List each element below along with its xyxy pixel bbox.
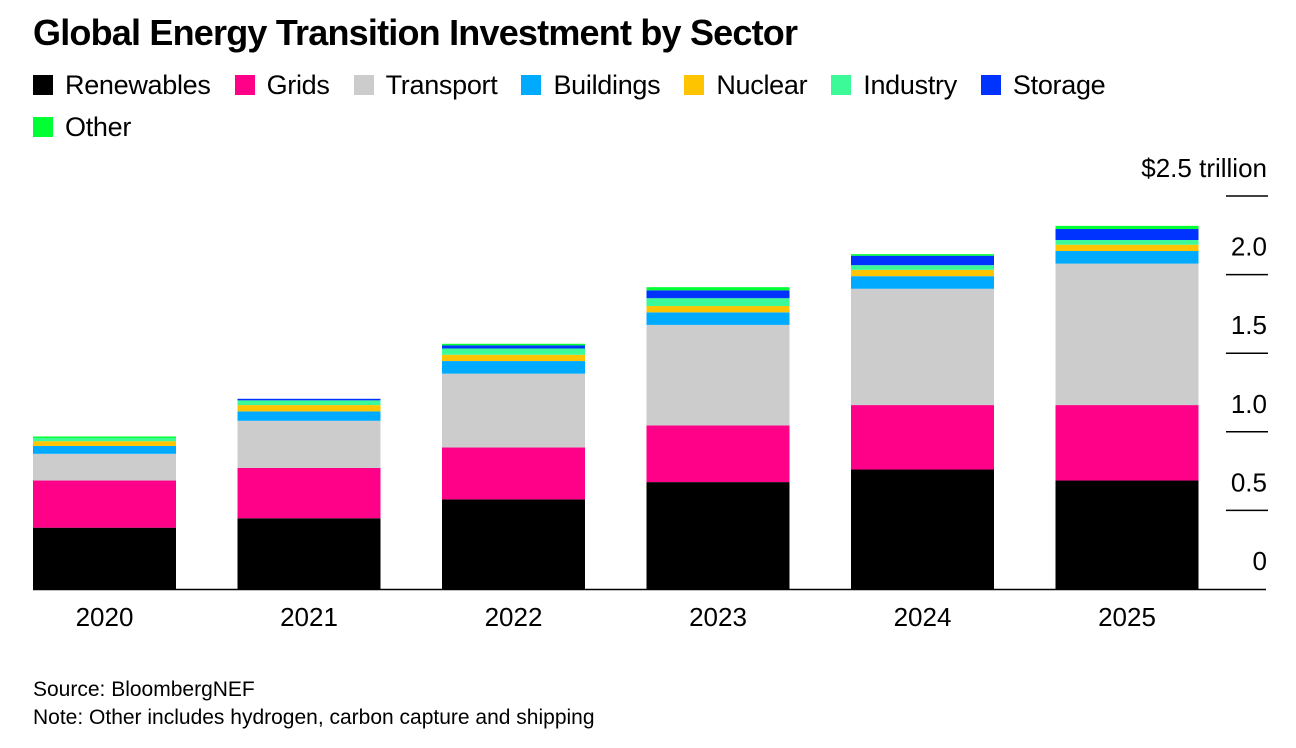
source-note: Source: BloombergNEF	[33, 678, 255, 701]
bar-segment-other-2022	[442, 343, 585, 346]
bar-segment-storage-2022	[442, 345, 585, 349]
bar-segment-storage-2023	[646, 290, 790, 299]
bar-segment-renewables-2021	[237, 518, 381, 589]
bar-segment-industry-2023	[646, 298, 790, 307]
bar-segment-renewables-2024	[851, 469, 994, 589]
bar-segment-nuclear-2024	[851, 269, 994, 277]
y-tick-label: 2.0	[1231, 232, 1267, 262]
bar-segment-other-2020	[33, 436, 176, 439]
bar-segment-storage-2025	[1055, 229, 1199, 241]
y-tick-label: 1.5	[1231, 310, 1267, 340]
y-tick-label: 0	[1253, 546, 1267, 576]
bar-segment-buildings-2025	[1055, 251, 1199, 264]
bar-segment-grids-2020	[33, 480, 176, 528]
bar-segment-industry-2024	[851, 265, 994, 270]
bar-segment-nuclear-2020	[33, 441, 176, 446]
bar-segment-industry-2020	[33, 438, 176, 442]
bar-segment-nuclear-2023	[646, 306, 790, 313]
footnote: Note: Other includes hydrogen, carbon ca…	[33, 706, 595, 729]
bar-stack-2025	[1055, 225, 1199, 589]
legend-item-buildings: Buildings	[521, 69, 661, 100]
bar-segment-storage-2024	[851, 255, 994, 266]
legend-swatch	[33, 75, 53, 95]
legend-swatch	[353, 75, 374, 95]
legend-item-other: Other	[33, 112, 131, 142]
x-tick-label: 2020	[76, 602, 134, 632]
bar-segment-storage-2021	[237, 398, 381, 401]
bar-segment-grids-2021	[237, 467, 381, 519]
legend-label: Transport	[385, 69, 498, 100]
bar-segment-buildings-2022	[442, 361, 585, 374]
legend-item-storage: Storage	[980, 69, 1106, 100]
x-tick-label: 2024	[894, 602, 952, 632]
legend-label: Grids	[266, 69, 330, 100]
bar-stack-2020	[33, 436, 176, 589]
legend-item-industry: Industry	[831, 70, 957, 100]
bar-stack-2021	[237, 398, 381, 589]
bar-segment-other-2024	[851, 254, 994, 256]
legend-item-nuclear: Nuclear	[684, 69, 808, 100]
legend-item-grids: Grids	[234, 69, 330, 100]
y-axis: 0 0.5 1.0 1.5 2.0 $2.5 trillion	[1141, 153, 1268, 576]
legend-swatch	[234, 75, 255, 95]
legend-label: Other	[65, 111, 132, 142]
legend-swatch	[980, 75, 1001, 95]
legend-swatch	[33, 117, 53, 137]
bar-segment-nuclear-2025	[1055, 244, 1199, 252]
x-tick-label: 2021	[280, 602, 338, 632]
chart-title: Global Energy Transition Investment by S…	[33, 12, 798, 53]
bars-group	[33, 225, 1199, 589]
bar-segment-grids-2023	[646, 425, 790, 483]
bar-segment-grids-2024	[851, 405, 994, 470]
legend: Renewables Grids Transport Buildings Nuclear…	[33, 70, 1233, 142]
bar-segment-industry-2021	[237, 400, 381, 406]
legend-swatch	[831, 75, 852, 95]
bar-segment-buildings-2020	[33, 445, 176, 454]
bar-segment-nuclear-2021	[237, 405, 381, 412]
y-tick-label: 0.5	[1231, 467, 1267, 497]
bar-segment-other-2023	[646, 287, 790, 291]
bar-segment-buildings-2021	[237, 411, 381, 421]
bar-segment-industry-2025	[1055, 240, 1199, 245]
x-tick-label: 2022	[485, 602, 543, 632]
legend-label: Renewables	[65, 69, 211, 100]
bar-segment-transport-2020	[33, 453, 176, 481]
legend-label: Storage	[1012, 69, 1106, 100]
bar-stack-2023	[646, 287, 790, 589]
bar-segment-grids-2025	[1055, 405, 1199, 481]
y-tick-label: $2.5 trillion	[1141, 153, 1267, 183]
x-tick-label: 2025	[1098, 602, 1156, 632]
bar-stack-2024	[851, 254, 994, 589]
bar-segment-transport-2023	[646, 324, 790, 426]
bar-segment-industry-2022	[442, 348, 585, 355]
legend-item-transport: Transport	[353, 69, 498, 100]
bar-segment-buildings-2024	[851, 276, 994, 289]
bar-segment-renewables-2023	[646, 482, 790, 589]
legend-item-renewables: Renewables	[33, 70, 211, 100]
bar-segment-other-2025	[1055, 225, 1199, 230]
legend-swatch	[684, 75, 705, 95]
bar-segment-transport-2021	[237, 420, 381, 468]
x-axis: 2020 2021 2022 2023 2024 2025	[33, 588, 1266, 632]
bar-stack-2022	[442, 343, 585, 589]
bar-segment-transport-2025	[1055, 263, 1199, 406]
bar-segment-renewables-2022	[442, 499, 585, 589]
legend-label: Nuclear	[716, 69, 808, 100]
y-tick-label: 1.0	[1231, 389, 1267, 419]
bar-segment-buildings-2023	[646, 312, 790, 325]
bar-segment-renewables-2020	[33, 527, 176, 589]
x-tick-label: 2023	[689, 602, 747, 632]
bar-segment-transport-2022	[442, 373, 585, 448]
bar-segment-nuclear-2022	[442, 354, 585, 362]
bar-segment-grids-2022	[442, 447, 585, 500]
legend-label: Buildings	[553, 69, 661, 100]
legend-swatch	[521, 75, 542, 95]
legend-label: Industry	[863, 69, 957, 100]
bar-segment-transport-2024	[851, 288, 994, 406]
bar-segment-renewables-2025	[1055, 480, 1199, 589]
